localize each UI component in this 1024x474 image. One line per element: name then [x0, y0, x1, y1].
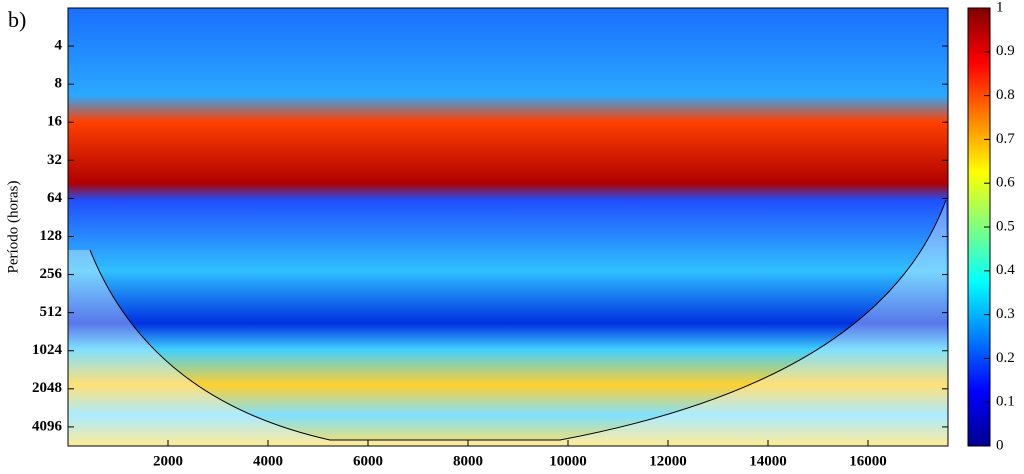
- y-tick-label: 16: [47, 114, 63, 130]
- colorbar-tick-label: 0.5: [996, 218, 1015, 234]
- colorbar-tick-label: 0.7: [996, 131, 1015, 147]
- y-tick-label: 128: [40, 228, 63, 244]
- y-tick-label: 4: [55, 38, 63, 54]
- colorbar-tick-label: 1: [996, 0, 1004, 15]
- colorbar-tick-label: 0.2: [996, 350, 1015, 366]
- y-tick-label: 512: [40, 304, 63, 320]
- colorbar-tick-label: 0.4: [996, 262, 1015, 278]
- plot-frame: [67, 7, 949, 447]
- cone-of-influence: [89, 199, 947, 441]
- colorbar-tick-label: 0: [996, 437, 1004, 453]
- x-tick-label: 2000: [153, 453, 183, 469]
- y-axis-label: Período (horas): [5, 181, 21, 274]
- x-tick-label: 8000: [453, 453, 483, 469]
- y-tick-label: 64: [47, 190, 63, 206]
- y-tick-label: 1024: [32, 342, 63, 358]
- x-tick-label: 10000: [549, 453, 587, 469]
- panel-label: b): [8, 7, 26, 32]
- y-tick-label: 2048: [32, 380, 62, 396]
- x-tick-label: 16000: [849, 453, 887, 469]
- y-tick-label: 4096: [32, 418, 63, 434]
- x-tick-label: 12000: [649, 453, 687, 469]
- y-tick-label: 32: [47, 152, 62, 168]
- coherence-field: [68, 8, 948, 446]
- colorbar-tick-label: 0.3: [996, 306, 1015, 322]
- colorbar-tick-label: 0.6: [996, 175, 1015, 191]
- colorbar-tick-label: 0.9: [996, 43, 1015, 59]
- colorbar-tick-label: 0.8: [996, 87, 1015, 103]
- x-tick-label: 4000: [253, 453, 283, 469]
- x-tick-label: 6000: [353, 453, 383, 469]
- y-tick-label: 256: [40, 266, 63, 282]
- cone-of-influence-shade: [68, 200, 948, 446]
- colorbar-tick-label: 0.1: [996, 394, 1015, 410]
- x-tick-label: 14000: [749, 453, 787, 469]
- y-tick-label: 8: [55, 76, 63, 92]
